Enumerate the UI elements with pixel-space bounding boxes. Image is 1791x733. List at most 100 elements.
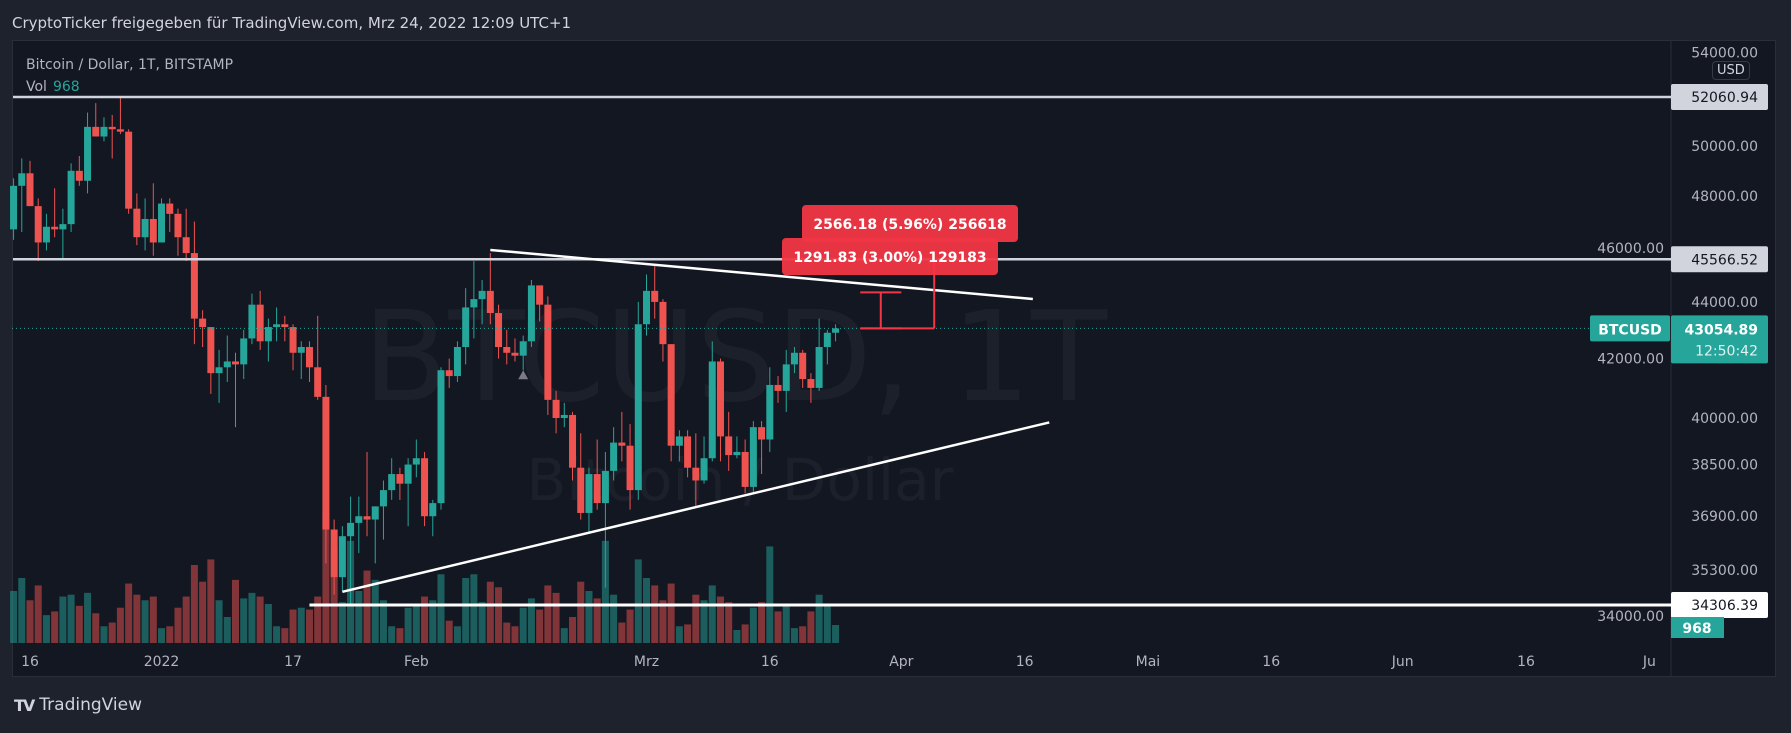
candle-body bbox=[34, 206, 42, 243]
candle-body bbox=[437, 370, 445, 504]
candle-body bbox=[766, 384, 774, 440]
price-tick: 34000.00 bbox=[1597, 609, 1664, 625]
volume-bar bbox=[116, 607, 124, 643]
volume-bar bbox=[67, 594, 75, 643]
volume-bar bbox=[297, 607, 305, 643]
price-label: 34306.39 bbox=[1691, 598, 1758, 614]
volume-bar bbox=[248, 592, 256, 643]
candle-body bbox=[519, 341, 527, 356]
candle-body bbox=[667, 344, 675, 446]
last-price-box bbox=[1671, 315, 1768, 364]
volume-bar bbox=[799, 626, 807, 643]
volume-bar bbox=[495, 587, 503, 643]
volume-bar bbox=[437, 574, 445, 643]
time-tick: 16 bbox=[1016, 654, 1034, 670]
volume-bar bbox=[232, 579, 239, 643]
volume-bar bbox=[396, 628, 404, 643]
candle-body bbox=[256, 304, 264, 342]
price-tick: 48000.00 bbox=[1691, 189, 1758, 205]
volume-bar bbox=[166, 626, 174, 643]
volume-bar bbox=[675, 626, 683, 643]
volume-bar bbox=[18, 578, 26, 643]
volume-bar bbox=[708, 585, 716, 643]
trend-line[interactable] bbox=[490, 248, 1033, 301]
currency-button[interactable]: USD bbox=[1712, 61, 1750, 80]
candle-body bbox=[511, 352, 519, 356]
volume-bar bbox=[51, 611, 59, 643]
volume-bar bbox=[725, 602, 733, 643]
volume-bar bbox=[733, 630, 741, 643]
volume-bar bbox=[486, 581, 494, 643]
candle-body bbox=[174, 213, 182, 238]
candle-body bbox=[527, 285, 535, 342]
candle-body bbox=[832, 328, 840, 333]
candle-body bbox=[404, 464, 412, 484]
candle-body bbox=[199, 318, 207, 328]
candle-body bbox=[495, 313, 503, 348]
volume-bar bbox=[273, 626, 281, 643]
candle-body bbox=[700, 458, 708, 481]
candle-body bbox=[675, 436, 683, 446]
candle-body bbox=[503, 347, 511, 353]
volume-axis-label: 968 bbox=[1682, 621, 1711, 637]
price-tick: 40000.00 bbox=[1691, 411, 1758, 427]
candle-body bbox=[692, 467, 700, 481]
event-marker-icon[interactable] bbox=[518, 370, 529, 380]
volume-bar bbox=[741, 624, 749, 643]
candle-body bbox=[314, 367, 322, 397]
price-tick: 44000.00 bbox=[1691, 295, 1758, 311]
countdown-label: 12:50:42 bbox=[1695, 343, 1758, 359]
symbol-description[interactable]: Bitcoin / Dollar, 1T, BITSTAMP bbox=[26, 57, 234, 73]
volume-bar bbox=[149, 596, 157, 643]
volume-bar bbox=[519, 607, 527, 643]
candle-body bbox=[577, 467, 585, 513]
volume-bar bbox=[125, 583, 133, 643]
candle-body bbox=[585, 474, 593, 513]
volume-bar bbox=[388, 626, 396, 643]
volume-bar bbox=[223, 617, 231, 643]
volume-bar bbox=[215, 600, 223, 643]
candle-body bbox=[289, 327, 297, 353]
volume-bar bbox=[100, 626, 108, 643]
volume-bar bbox=[84, 592, 92, 643]
volume-bar bbox=[133, 594, 141, 643]
candle-body bbox=[749, 427, 757, 487]
price-label-box bbox=[1671, 246, 1768, 273]
candle-body bbox=[108, 126, 116, 130]
candle-body bbox=[330, 529, 338, 578]
chart-title: CryptoTicker freigegeben für TradingView… bbox=[12, 14, 572, 32]
volume-bar bbox=[478, 602, 486, 643]
candle-body bbox=[396, 474, 404, 484]
symbol-label-box bbox=[1590, 315, 1670, 342]
candle-body bbox=[758, 427, 766, 440]
volume-bar bbox=[700, 600, 708, 643]
tv-logo-icon: TV bbox=[14, 695, 35, 715]
candle-body bbox=[486, 290, 494, 314]
volume-bar bbox=[92, 613, 100, 643]
candle-body bbox=[100, 126, 108, 137]
candle-body bbox=[18, 173, 26, 186]
candle-body bbox=[158, 203, 166, 243]
time-tick: Jun bbox=[1391, 654, 1414, 670]
candle-body bbox=[741, 451, 749, 487]
candle-body bbox=[626, 445, 634, 491]
volume-legend[interactable]: Vol 968 bbox=[26, 76, 233, 98]
time-tick: 17 bbox=[284, 654, 302, 670]
volume-bar bbox=[618, 622, 626, 643]
volume-bar bbox=[815, 594, 823, 643]
candle-body bbox=[610, 442, 618, 471]
volume-bar bbox=[289, 609, 297, 643]
volume-bar bbox=[363, 570, 371, 643]
volume-bar bbox=[692, 594, 700, 643]
tradingview-logo[interactable]: TV TradingView bbox=[14, 695, 142, 715]
trend-line[interactable] bbox=[342, 421, 1050, 594]
volume-bar bbox=[190, 565, 198, 643]
volume-bar bbox=[158, 628, 166, 643]
candle-body bbox=[560, 414, 568, 418]
volume-bar bbox=[601, 540, 609, 643]
price-tick: 46000.00 bbox=[1597, 241, 1664, 257]
volume-bar bbox=[412, 605, 420, 643]
volume-bar bbox=[404, 607, 412, 643]
volume-bar bbox=[199, 581, 207, 643]
